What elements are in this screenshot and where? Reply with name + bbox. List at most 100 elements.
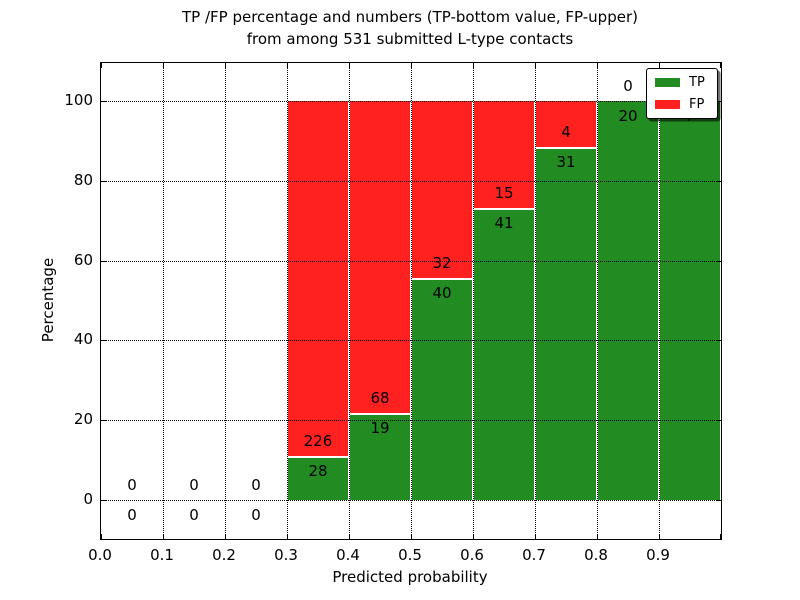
x-tick-mark — [411, 534, 412, 539]
gridline-vertical — [225, 63, 226, 539]
y-tick-label: 40 — [73, 330, 93, 349]
bar-tp-segment — [598, 101, 658, 500]
gridline-vertical — [473, 63, 474, 539]
x-tick-label: 0.9 — [646, 546, 670, 564]
legend-entry: FP — [655, 98, 709, 111]
y-tick-mark — [101, 180, 106, 182]
gridline-vertical — [535, 63, 536, 539]
annotation-fp-count: 226 — [303, 432, 333, 451]
gridline-vertical — [659, 63, 660, 539]
x-tick-mark — [101, 63, 102, 68]
gridline-horizontal — [101, 500, 721, 501]
y-tick-label: 80 — [73, 170, 93, 189]
x-tick-mark — [225, 63, 226, 68]
x-tick-mark — [349, 534, 350, 539]
gridline-horizontal — [101, 101, 721, 102]
bar-tp-segment — [474, 207, 534, 500]
legend-entry: TP — [655, 76, 709, 89]
x-tick-label: 0.6 — [460, 546, 484, 564]
gridline-horizontal — [101, 340, 721, 342]
x-tick-label: 0.2 — [212, 546, 236, 564]
annotation-fp-count: 68 — [370, 388, 390, 407]
y-tick-mark — [101, 420, 106, 422]
gridline-horizontal — [101, 180, 721, 182]
annotation-tp-count: 28 — [308, 462, 328, 481]
bar-fp-segment — [536, 101, 596, 147]
gridline-horizontal — [101, 420, 721, 422]
y-tick-label: 0 — [83, 490, 93, 508]
gridline-vertical — [163, 63, 164, 539]
bar-fp-segment — [412, 101, 472, 279]
bar-tp-segment — [412, 278, 472, 500]
y-tick-mark — [101, 101, 106, 102]
y-tick-mark — [101, 260, 106, 262]
x-tick-label: 0.5 — [398, 546, 422, 564]
x-tick-mark — [535, 534, 536, 539]
legend-label: FP — [689, 97, 705, 112]
y-tick-mark — [716, 340, 721, 342]
x-tick-mark — [597, 534, 598, 539]
y-tick-mark — [716, 260, 721, 262]
x-tick-mark — [163, 63, 164, 68]
annotation-tp-count: 0 — [251, 506, 261, 524]
x-tick-mark — [597, 63, 598, 68]
legend-swatch-fp-icon — [655, 100, 680, 109]
y-tick-label: 60 — [73, 250, 93, 269]
annotation-tp-count: 0 — [189, 506, 199, 524]
annotation-tp-count: 20 — [618, 107, 638, 125]
x-tick-mark — [720, 63, 721, 68]
annotation-fp-count: 0 — [623, 77, 633, 95]
x-axis-label: Predicted probability — [332, 568, 488, 586]
x-tick-mark — [349, 63, 350, 68]
bar-fp-segment — [350, 101, 410, 413]
annotation-fp-count: 0 — [189, 476, 199, 494]
bar-fp-segment — [288, 101, 348, 457]
annotation-tp-count: 19 — [370, 418, 390, 437]
x-tick-label: 0.4 — [336, 546, 360, 564]
annotation-tp-count: 31 — [556, 152, 576, 171]
annotation-fp-count: 0 — [127, 476, 137, 494]
y-tick-labels: 0 20 40 60 80 100 — [0, 62, 93, 538]
legend: TP FP — [646, 68, 718, 119]
x-tick-mark — [101, 534, 102, 539]
x-tick-label: 0.1 — [150, 546, 174, 564]
x-tick-mark — [473, 63, 474, 68]
gridline-horizontal — [101, 260, 721, 262]
x-tick-label: 0.7 — [522, 546, 546, 564]
x-tick-label: 0.8 — [584, 546, 608, 564]
y-tick-mark — [716, 180, 721, 182]
bar-tp-segment — [660, 101, 720, 500]
x-tick-mark — [163, 534, 164, 539]
x-tick-mark — [535, 63, 536, 68]
chart-title: TP /FP percentage and numbers (TP-bottom… — [100, 6, 720, 50]
y-tick-mark — [716, 101, 721, 102]
x-tick-mark — [411, 63, 412, 68]
gridline-vertical — [597, 63, 598, 539]
gridline-vertical — [411, 63, 412, 539]
x-tick-mark — [287, 63, 288, 68]
chart-title-line1: TP /FP percentage and numbers (TP-bottom… — [182, 8, 638, 26]
y-tick-label: 20 — [73, 410, 93, 429]
bar-tp-segment — [288, 456, 348, 500]
gridline-vertical — [349, 63, 350, 539]
x-tick-label: 0.0 — [88, 546, 112, 564]
x-tick-mark — [225, 534, 226, 539]
legend-label: TP — [689, 75, 705, 90]
y-tick-mark — [716, 500, 721, 501]
annotation-fp-count: 15 — [494, 183, 514, 202]
bar-fp-segment — [474, 101, 534, 208]
annotation-tp-count: 0 — [127, 506, 137, 524]
bar-tp-segment — [536, 146, 596, 500]
annotation-tp-count: 40 — [432, 284, 452, 303]
annotation-tp-count: 41 — [494, 213, 514, 232]
y-tick-mark — [716, 420, 721, 422]
annotation-fp-count: 0 — [251, 476, 261, 494]
x-tick-mark — [659, 534, 660, 539]
x-tick-mark — [287, 534, 288, 539]
bar-tp-segment — [350, 412, 410, 500]
y-tick-label: 100 — [64, 91, 93, 109]
annotation-fp-count: 32 — [432, 254, 452, 273]
chart-title-line2: from among 531 submitted L-type contacts — [246, 30, 574, 48]
